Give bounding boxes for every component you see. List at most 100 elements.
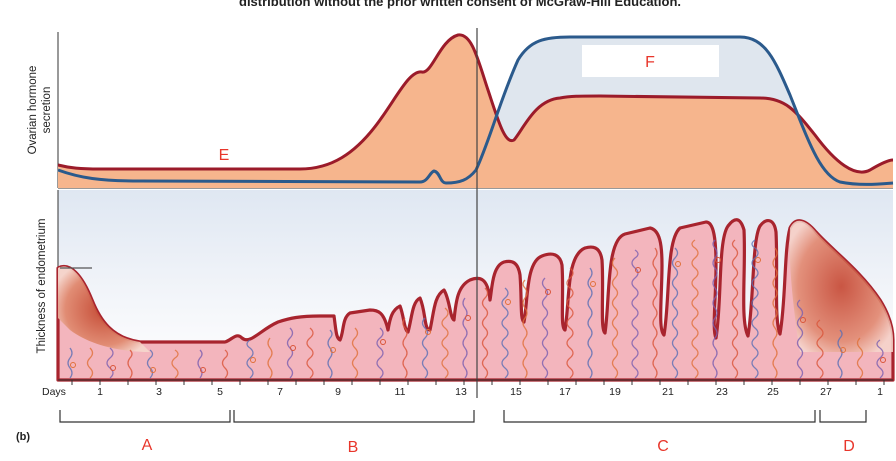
spiral-artery — [421, 317, 429, 379]
gland-loop — [70, 362, 76, 368]
top-ylabel-line2: secretion — [41, 87, 53, 134]
spiral-artery — [772, 247, 778, 379]
day-tick-label: 11 — [395, 386, 406, 398]
spiral-artery — [481, 287, 489, 379]
gland-loop — [330, 347, 336, 353]
spiral-artery — [402, 317, 408, 379]
gland-loop — [250, 357, 256, 363]
bracket-a — [59, 410, 231, 423]
gland-loop — [505, 299, 511, 305]
day-tick-label: 7 — [277, 386, 283, 398]
spiral-artery — [462, 297, 468, 379]
menstrual-shedding-right — [789, 220, 893, 352]
bottom-ylabel: Thickness of endometrium — [36, 219, 48, 354]
spiral-artery — [611, 257, 619, 379]
spiral-artery — [652, 247, 658, 379]
spiral-artery — [522, 279, 528, 379]
estrogen-curve — [57, 33, 894, 174]
bracket-c — [503, 410, 816, 423]
day-tick-label: 5 — [217, 386, 223, 398]
phase-brackets: A B C D — [59, 410, 867, 456]
phase-d-label: D — [843, 438, 855, 455]
days-axis: Days 1 3 5 7 9 11 13 15 17 19 21 23 25 27 1 — [42, 379, 893, 398]
bracket-d — [819, 410, 867, 423]
spiral-artery — [221, 349, 229, 379]
gland-loop — [545, 289, 551, 295]
spiral-artery — [837, 329, 843, 379]
spiral-arteries — [67, 239, 886, 379]
gland-loop — [425, 329, 431, 335]
spiral-artery — [731, 239, 739, 379]
days-axis-label: Days — [42, 386, 66, 398]
day-tick-label: 23 — [716, 386, 728, 398]
spiral-artery — [306, 327, 314, 379]
spiral-artery — [441, 307, 449, 379]
spiral-artery — [796, 299, 804, 379]
ovarian-hormone-graph: F E Ovarian hormone secretion — [27, 32, 894, 189]
phase-a-label: A — [142, 437, 153, 454]
top-ylabel-line1: Ovarian hormone — [27, 66, 39, 155]
spiral-artery — [146, 349, 154, 379]
gland-loop — [715, 257, 721, 263]
gland-loop — [200, 367, 206, 373]
spiral-artery — [86, 347, 94, 379]
estrogen-area — [58, 34, 893, 188]
gland-loop — [150, 367, 156, 373]
gland-loop — [800, 317, 806, 323]
functional-layer — [56, 218, 895, 382]
gland-loop — [290, 345, 296, 351]
panel-label: (b) — [16, 431, 30, 443]
day-tick-label: 15 — [510, 386, 522, 398]
day-tick-label: 9 — [335, 386, 341, 398]
label-f-box — [582, 45, 719, 77]
endometrium-graph: Thickness of endometrium — [36, 190, 895, 382]
spiral-artery — [127, 349, 133, 379]
spiral-artery — [876, 339, 884, 379]
spiral-artery — [197, 349, 203, 379]
day-tick-label: 3 — [156, 386, 162, 398]
day-tick-label: 1 — [97, 386, 103, 398]
spiral-artery — [246, 339, 254, 379]
phase-c-label: C — [657, 438, 669, 455]
spiral-artery — [751, 239, 759, 379]
spiral-artery — [671, 247, 679, 379]
spiral-artery — [501, 287, 509, 379]
menstrual-shedding-left — [58, 266, 150, 352]
day-tick-label: 19 — [609, 386, 621, 398]
spiral-artery — [691, 239, 699, 379]
day-tick-label: 13 — [455, 386, 467, 398]
spiral-artery — [171, 349, 179, 379]
gland-loop — [635, 267, 641, 273]
gland-loop — [880, 357, 886, 363]
gland-loop — [840, 347, 846, 353]
label-e: E — [219, 147, 230, 164]
gland-loop — [465, 315, 471, 321]
spiral-artery — [327, 329, 333, 379]
spiral-artery — [351, 327, 359, 379]
day-tick-label: 27 — [820, 386, 832, 398]
day-tick-label: 21 — [662, 386, 674, 398]
bracket-b — [233, 410, 475, 423]
spiral-artery — [816, 319, 824, 379]
label-f: F — [645, 54, 655, 71]
gland-loop — [675, 261, 681, 267]
spiral-artery — [541, 277, 549, 379]
spiral-artery — [376, 327, 384, 379]
gland-loop — [110, 365, 116, 371]
spiral-artery — [712, 239, 718, 379]
spiral-artery — [286, 327, 294, 379]
spiral-artery — [67, 347, 73, 379]
spiral-artery — [566, 267, 574, 379]
gland-loop — [380, 339, 386, 345]
day-tick-label: 1 — [877, 386, 883, 398]
day-tick-label: 25 — [767, 386, 779, 398]
spiral-artery — [856, 337, 864, 379]
spiral-artery — [587, 267, 593, 379]
copyright-caption: distribution without the prior written c… — [239, 0, 681, 9]
phase-b-label: B — [348, 439, 359, 456]
spiral-artery — [106, 347, 114, 379]
day-tick-label: 17 — [559, 386, 571, 398]
progesterone-curve — [57, 35, 894, 186]
gland-loop — [755, 257, 761, 263]
